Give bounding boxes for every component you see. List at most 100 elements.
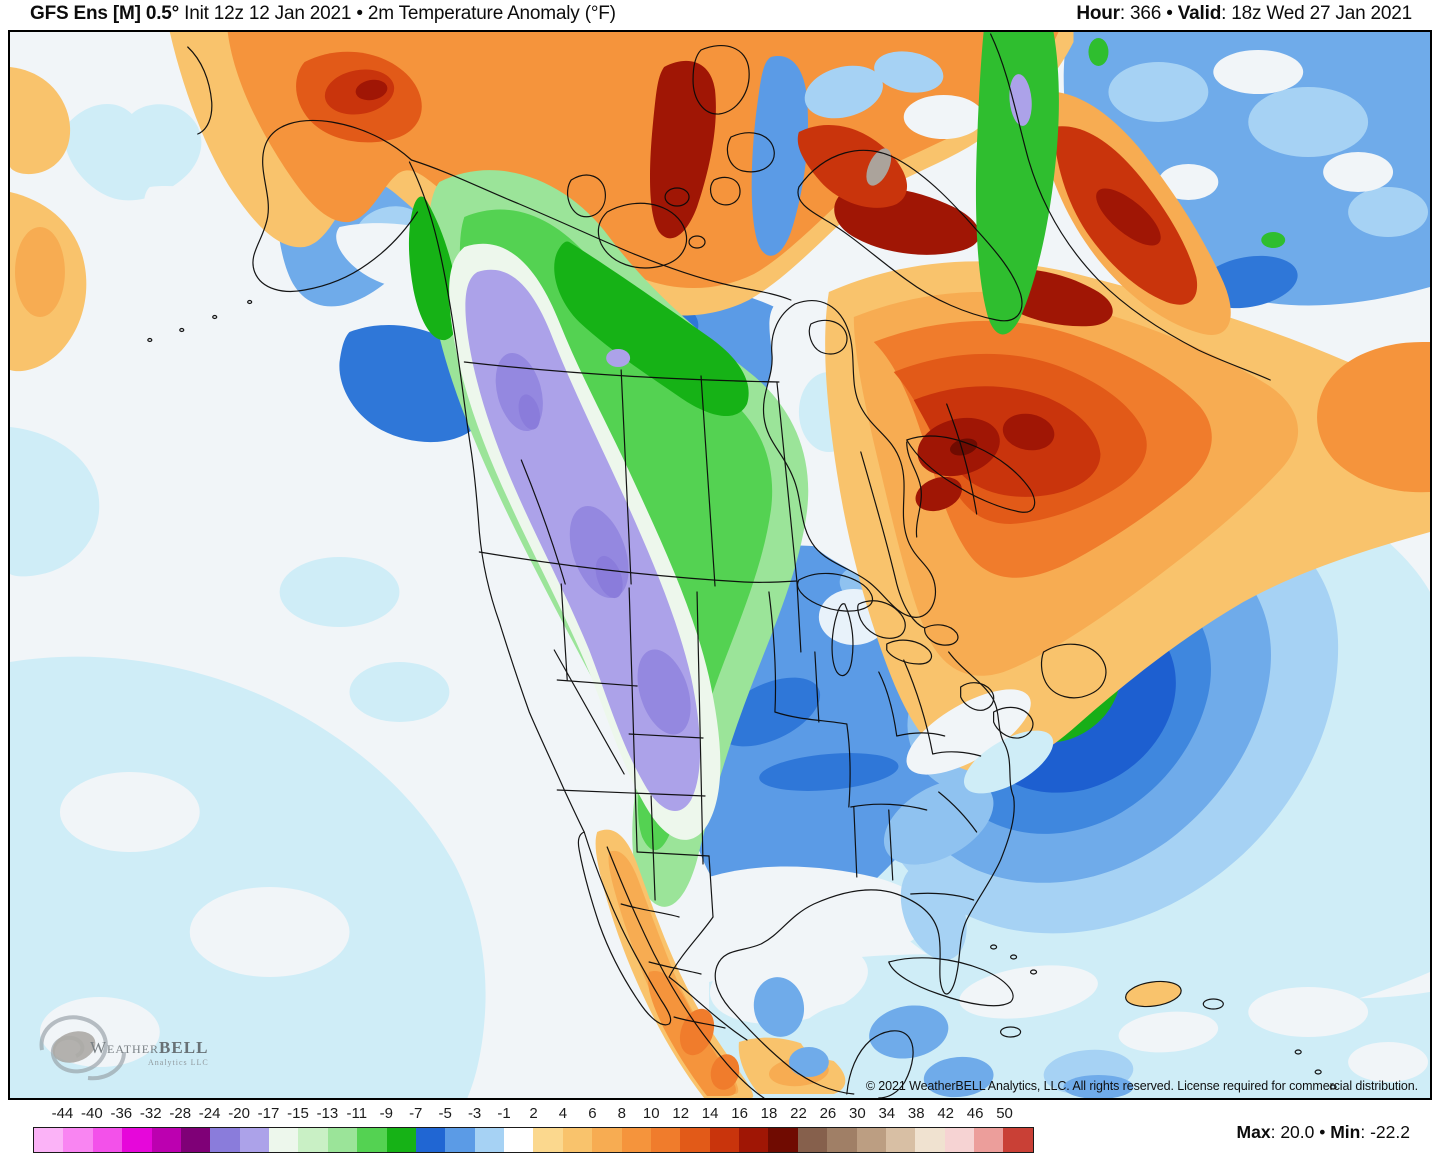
colorbar-tick-label: -17 (257, 1105, 280, 1122)
region-arctic-warm-band (144, 32, 1113, 327)
colorbar-segment (650, 1128, 681, 1152)
region-northeast-canada-warm (825, 261, 1430, 794)
valid-time: Hour: 366 • Valid: 18z Wed 27 Jan 2021 (1076, 0, 1412, 30)
separator-colon: : (1270, 1122, 1281, 1142)
colorbar-segment (298, 1128, 328, 1152)
valid-value: 18z Wed 27 Jan 2021 (1231, 3, 1412, 24)
colorbar-tick-label: -11 (346, 1105, 368, 1122)
colorbar-segment (768, 1128, 798, 1152)
separator-bullet: • (1314, 1122, 1331, 1142)
logo-subtitle: Analytics LLC (148, 1058, 209, 1067)
colorbar-tick-label: 34 (878, 1105, 896, 1122)
colorbar-tick-label: 6 (588, 1105, 597, 1122)
colorbar-ticks: -44 -40 -36 -32 -28 -24 -20 -17 -15 -13 -11 -9 -7 -5-… (33, 1105, 1034, 1125)
min-label: Min (1330, 1122, 1361, 1142)
degree-symbol: ° (171, 3, 180, 24)
colorbar-segment (63, 1128, 93, 1152)
colorbar-tick-label: 46 (966, 1105, 984, 1122)
map-frame: WeatherBELL Analytics LLC © 2021 Weather… (8, 30, 1432, 1100)
temperature-anomaly-map (10, 32, 1430, 1098)
colorbar-segment (974, 1128, 1004, 1152)
colorbar-segment (34, 1128, 64, 1152)
colorbar-tick-label: 50 (996, 1105, 1013, 1122)
colorbar-segment (151, 1128, 181, 1152)
colorbar-tick-label: -7 (409, 1105, 423, 1122)
colorbar-tick-label: 16 (731, 1105, 748, 1122)
separator-colon: : (1221, 3, 1232, 24)
colorbar-tick-label: 18 (760, 1105, 778, 1122)
separator-colon: : (1360, 1122, 1371, 1142)
max-min-readout: Max: 20.0 • Min: -22.2 (1237, 1122, 1410, 1143)
separator-colon: : (1119, 3, 1131, 24)
colorbar-tick-label: 4 (558, 1105, 568, 1122)
colorbar-segment (474, 1128, 504, 1152)
colorbar-tick-label: 14 (701, 1105, 719, 1122)
colorbar-segment (533, 1128, 563, 1152)
hour-value: 366 (1130, 3, 1162, 24)
region-greenland (975, 32, 1231, 335)
max-value: 20.0 (1280, 1122, 1315, 1142)
colorbar-segment (210, 1128, 240, 1152)
copyright-text: © 2021 WeatherBELL Analytics, LLC. All r… (865, 1079, 1418, 1093)
colorbar-tick-label: -20 (228, 1105, 250, 1122)
colorbar-segments (33, 1127, 1034, 1153)
colorbar-tick-label: 10 (642, 1105, 660, 1122)
colorbar-segment (592, 1128, 622, 1152)
legend-area: -44 -40 -36 -32 -28 -24 -20 -17 -15 -13 -11 -9 -7 -5-… (0, 1100, 1440, 1165)
colorbar-segment (680, 1128, 710, 1152)
title-subtitle: Init 12z 12 Jan 2021 • 2m Temperature An… (179, 3, 616, 24)
logo-title: WeatherBELL (90, 1038, 209, 1057)
region-ocean-cool (10, 104, 1430, 1098)
colorbar-tick-label: -1 (497, 1105, 511, 1122)
colorbar-tick-label: -36 (110, 1105, 133, 1122)
region-pacific-warm-patches (10, 67, 87, 372)
min-value: -22.2 (1370, 1122, 1410, 1142)
colorbar-tick-label: -15 (287, 1105, 309, 1122)
colorbar-segment (122, 1128, 152, 1152)
header: GFS Ens [M] 0.5° Init 12z 12 Jan 2021 • … (0, 0, 1440, 30)
colorbar-tick-label: 26 (819, 1105, 837, 1122)
colorbar-tick-label: -5 (438, 1105, 452, 1122)
colorbar-segment (1003, 1128, 1033, 1152)
colorbar-tick-label: 22 (790, 1105, 807, 1122)
colorbar-segment (327, 1128, 358, 1152)
colorbar-tick-label: -40 (81, 1105, 103, 1122)
colorbar-tick-label: -9 (379, 1105, 393, 1122)
colorbar-tick-label: -3 (467, 1105, 482, 1122)
colorbar-segment (739, 1128, 769, 1152)
colorbar-segment (797, 1128, 828, 1152)
colorbar-segment (445, 1128, 475, 1152)
separator-bullet: • (1161, 3, 1178, 24)
colorbar-tick-label: -13 (316, 1105, 339, 1122)
colorbar-segment (415, 1128, 446, 1152)
colorbar-tick-label: 8 (617, 1105, 626, 1122)
colorbar-segment (239, 1128, 269, 1152)
colorbar-segment (827, 1128, 857, 1152)
colorbar-segment (357, 1128, 387, 1152)
colorbar-segment (944, 1128, 974, 1152)
colorbar-segment (856, 1128, 886, 1152)
colorbar-segment (269, 1128, 299, 1152)
hurricane-swirl-icon (39, 1015, 126, 1081)
hour-label: Hour (1076, 3, 1120, 24)
map-title: GFS Ens [M] 0.5° Init 12z 12 Jan 2021 • … (30, 0, 616, 30)
colorbar-tick-label: 2 (529, 1105, 538, 1122)
colorbar-segment (709, 1128, 739, 1152)
weatherbell-logo: WeatherBELL Analytics LLC (28, 1008, 228, 1086)
colorbar-tick-label: -28 (169, 1105, 192, 1122)
colorbar-segment (180, 1128, 211, 1152)
colorbar-tick-label: 12 (672, 1105, 690, 1122)
colorbar-tick-label: -24 (198, 1105, 221, 1122)
map-borders (147, 33, 1337, 1098)
region-gulf-caribbean (709, 940, 1219, 1098)
model-name: GFS Ens [M] 0.5 (30, 3, 172, 24)
colorbar-segment (504, 1128, 534, 1152)
colorbar-segment (621, 1128, 651, 1152)
valid-label: Valid (1177, 3, 1222, 24)
colorbar-segment (562, 1128, 593, 1152)
max-label: Max (1236, 1122, 1271, 1142)
colorbar-segment (885, 1128, 916, 1152)
colorbar-segment (386, 1128, 416, 1152)
colorbar-tick-label: 38 (907, 1105, 925, 1122)
